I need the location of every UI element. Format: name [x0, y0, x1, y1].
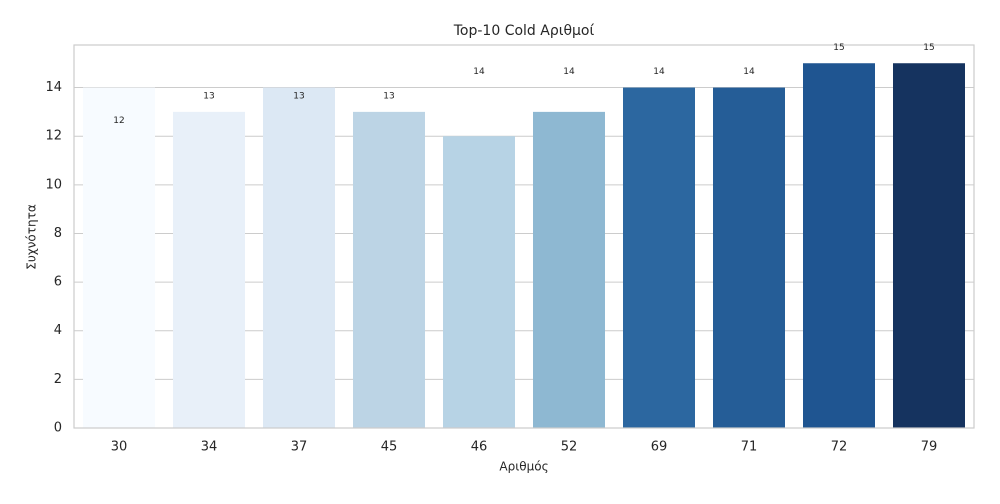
y-tick-label: 14 — [45, 80, 62, 95]
annotation: 12 — [113, 116, 124, 126]
y-axis-label: Συχνότητα — [25, 204, 39, 270]
bar — [893, 63, 965, 428]
y-tick-label: 6 — [54, 275, 62, 290]
annotation: 14 — [563, 67, 575, 77]
bar — [83, 87, 155, 429]
bar — [263, 87, 335, 429]
annotation: 14 — [653, 67, 665, 77]
y-tick-label: 8 — [54, 226, 62, 241]
y-tick-label: 0 — [54, 421, 62, 436]
bar — [353, 111, 425, 428]
x-tick-label: 79 — [921, 440, 938, 455]
annotation: 15 — [923, 43, 934, 53]
x-tick-label: 37 — [291, 440, 308, 455]
x-tick-label: 72 — [831, 440, 848, 455]
bar — [533, 111, 605, 428]
x-tick-label: 30 — [111, 440, 128, 455]
x-axis-label: Αριθμός — [499, 460, 548, 474]
bar — [713, 87, 785, 429]
bar — [623, 87, 695, 429]
bar — [803, 63, 875, 428]
annotation: 15 — [833, 43, 844, 53]
x-tick-label: 71 — [741, 440, 758, 455]
x-tick-label: 69 — [651, 440, 668, 455]
annotation: 14 — [743, 67, 755, 77]
x-tick-label: 34 — [201, 440, 218, 455]
plot-frame — [73, 44, 975, 429]
annotation: 13 — [293, 92, 304, 102]
x-tick-label: 46 — [471, 440, 488, 455]
y-tick-label: 10 — [45, 177, 62, 192]
bar — [443, 136, 515, 428]
annotation: 13 — [203, 92, 214, 102]
x-tick-label: 52 — [561, 440, 578, 455]
bar — [173, 111, 245, 428]
y-tick-label: 4 — [54, 323, 62, 338]
y-tick-label: 2 — [54, 372, 62, 387]
annotation: 13 — [383, 92, 394, 102]
annotation: 14 — [473, 67, 485, 77]
x-tick-label: 45 — [381, 440, 398, 455]
y-tick-label: 12 — [45, 129, 62, 144]
bars — [83, 63, 965, 429]
chart-title: Top-10 Cold Αριθμοί — [453, 23, 595, 39]
